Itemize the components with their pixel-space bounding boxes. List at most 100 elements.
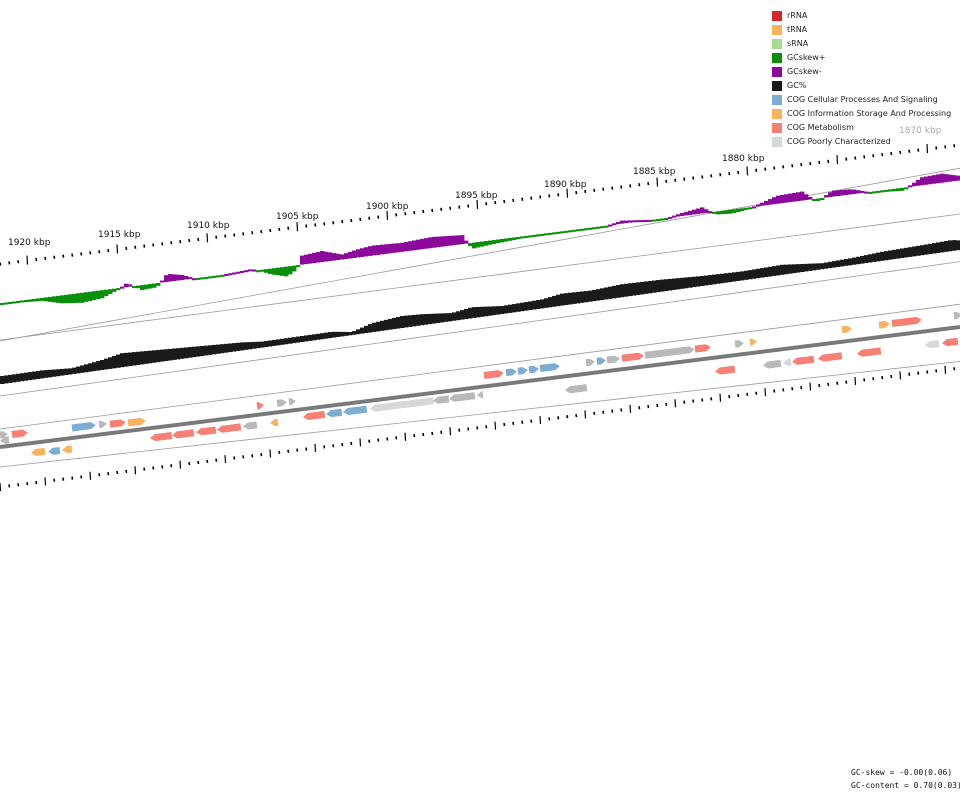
gc-skew-positive-bar <box>600 226 605 229</box>
gene-feature[interactable] <box>243 421 258 430</box>
gene-feature[interactable] <box>942 337 959 347</box>
gene-feature[interactable] <box>127 417 147 427</box>
gene-feature[interactable] <box>596 357 607 365</box>
gene-feature[interactable] <box>505 368 518 377</box>
gene-feature[interactable] <box>585 358 596 367</box>
legend-item[interactable]: rRNA <box>772 9 960 23</box>
gc-skew-positive-bar <box>524 235 529 238</box>
gene-feature[interactable] <box>98 420 108 429</box>
gene-feature[interactable] <box>644 346 695 359</box>
gene-feature[interactable] <box>433 395 450 404</box>
gene-feature[interactable] <box>878 320 891 329</box>
gene-feature[interactable] <box>749 338 758 346</box>
gc-content-bar <box>192 346 197 358</box>
legend-item[interactable]: GC% <box>772 79 960 93</box>
gene-feature[interactable] <box>565 384 588 394</box>
gene-feature[interactable] <box>477 391 484 399</box>
gene-feature[interactable] <box>48 447 61 455</box>
gene-feature[interactable] <box>288 398 297 406</box>
gene-feature[interactable] <box>449 392 476 402</box>
gene-feature[interactable] <box>276 399 288 407</box>
gc-content-bar <box>520 302 525 312</box>
gc-content-bar <box>756 268 761 279</box>
gene-feature[interactable] <box>818 352 843 362</box>
gene-feature[interactable] <box>343 405 368 416</box>
gene-features[interactable] <box>0 311 960 456</box>
gene-feature[interactable] <box>0 436 10 444</box>
gc-skew-negative-bar <box>672 215 677 218</box>
inner-ruler-tick <box>872 377 875 381</box>
gene-feature[interactable] <box>715 365 736 375</box>
gene-feature[interactable] <box>71 422 97 432</box>
ruler-tick <box>683 177 686 181</box>
legend-item[interactable]: COG Information Storage And Processing <box>772 107 960 121</box>
ruler-tick <box>197 237 200 242</box>
legend-item[interactable]: GCskew- <box>772 65 960 79</box>
gc-content-bar <box>436 313 441 323</box>
gene-feature[interactable] <box>528 365 540 374</box>
gc-content-bar <box>88 363 93 372</box>
gene-feature[interactable] <box>370 397 434 412</box>
gene-feature[interactable] <box>792 355 815 366</box>
gc-skew-negative-bar <box>784 194 789 203</box>
gc-content-bar <box>108 357 113 369</box>
gene-feature[interactable] <box>11 429 29 438</box>
gene-feature[interactable] <box>539 363 561 372</box>
gene-feature[interactable] <box>217 423 242 433</box>
gene-feature[interactable] <box>31 447 46 457</box>
gene-feature[interactable] <box>517 367 529 375</box>
gene-feature[interactable] <box>841 325 853 334</box>
gene-feature[interactable] <box>621 352 645 362</box>
ruler-tick <box>719 173 722 177</box>
gene-feature[interactable] <box>734 340 745 348</box>
gc-skew-positive-bar <box>556 231 561 234</box>
gene-feature[interactable] <box>109 419 127 428</box>
gene-feature[interactable] <box>891 316 923 327</box>
gene-feature[interactable] <box>953 311 960 320</box>
inner-ruler-tick <box>521 420 524 424</box>
gc-content-bar <box>808 263 813 271</box>
gene-feature[interactable] <box>326 408 343 418</box>
gene-feature[interactable] <box>62 445 73 454</box>
inner-ruler-tick <box>764 388 767 397</box>
gc-skew-positive-bar <box>84 292 89 302</box>
legend-item[interactable]: GCskew+ <box>772 51 960 65</box>
gene-feature[interactable] <box>150 432 173 442</box>
gene-feature[interactable] <box>0 431 8 439</box>
inner-ruler-tick <box>206 459 209 463</box>
inner-ruler-tick <box>854 376 857 386</box>
gene-arrow <box>433 395 450 404</box>
gc-content-bar <box>48 369 53 378</box>
inner-ruler-tick <box>665 402 668 407</box>
gene-feature[interactable] <box>857 347 882 357</box>
gene-feature[interactable] <box>763 359 782 369</box>
gene-feature[interactable] <box>172 429 195 439</box>
gc-skew-negative-bar <box>336 253 341 260</box>
gc-skew-negative-bar <box>612 223 617 226</box>
gc-skew-positive-bar <box>480 241 485 247</box>
gene-feature[interactable] <box>303 410 326 421</box>
gc-skew-negative-bar <box>160 280 165 283</box>
inner-ruler-tick <box>80 475 83 479</box>
gc-content-bar <box>496 306 501 315</box>
legend-item[interactable]: COG Cellular Processes And Signaling <box>772 93 960 107</box>
gene-feature[interactable] <box>925 340 940 349</box>
gc-skew-negative-bar <box>308 253 313 264</box>
gene-feature[interactable] <box>783 358 792 367</box>
legend-item[interactable]: tRNA <box>772 23 960 37</box>
gc-content-bar <box>716 274 721 284</box>
gene-feature[interactable] <box>606 355 621 364</box>
gene-feature[interactable] <box>483 370 505 379</box>
gene-feature[interactable] <box>196 426 217 436</box>
inner-ruler-tick <box>746 392 749 397</box>
gene-feature[interactable] <box>694 344 712 353</box>
inner-ruler-tick <box>620 408 623 412</box>
gc-skew-positive-bar <box>144 284 149 290</box>
gene-feature[interactable] <box>270 418 279 427</box>
legend-item[interactable]: COG Poorly Characterized <box>772 135 960 149</box>
gene-arrow <box>763 359 782 369</box>
gene-feature[interactable] <box>256 402 265 410</box>
legend-item[interactable]: sRNA <box>772 37 960 51</box>
legend-item[interactable]: COG Metabolism <box>772 121 960 135</box>
